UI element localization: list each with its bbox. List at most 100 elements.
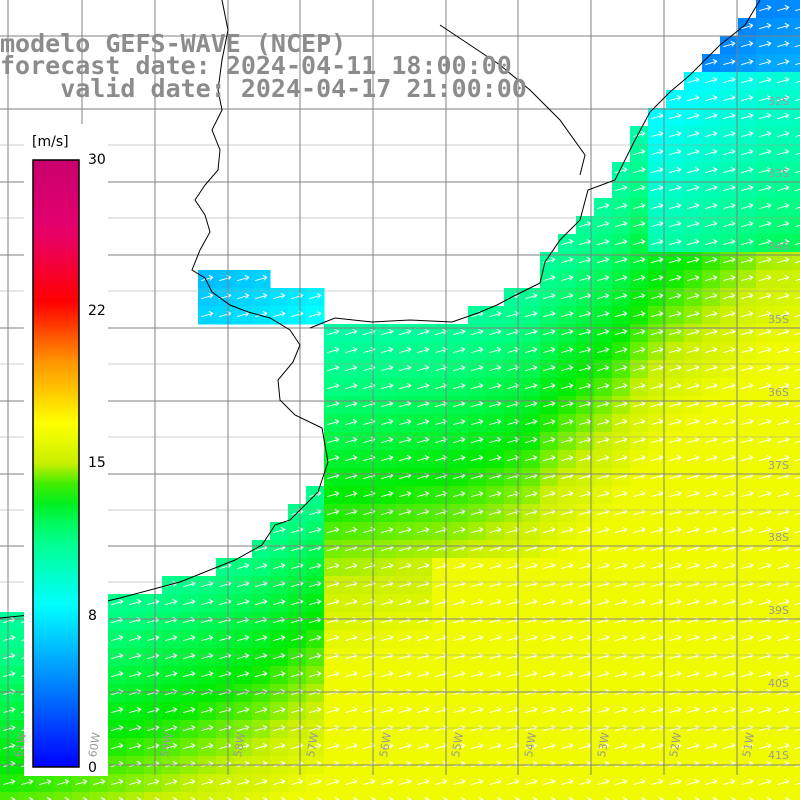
wind-cell	[792, 396, 800, 415]
wind-arrow	[705, 634, 718, 642]
wind-arrow	[777, 112, 790, 120]
wind-arrow	[687, 400, 700, 408]
wind-arrow	[633, 454, 646, 462]
wind-cell	[612, 792, 631, 800]
wind-arrow	[723, 202, 736, 210]
wind-cell	[792, 702, 800, 721]
wind-arrow	[741, 346, 754, 354]
wind-arrow	[201, 274, 214, 282]
wind-arrow	[615, 598, 628, 606]
wind-cell	[792, 36, 800, 55]
wind-arrow	[687, 328, 700, 336]
wind-arrow	[309, 292, 322, 300]
wind-arrow	[741, 670, 754, 678]
wind-arrow	[651, 382, 664, 390]
wind-arrow	[237, 634, 250, 642]
wind-arrow	[417, 364, 430, 372]
wind-arrow	[381, 364, 394, 372]
wind-arrow	[633, 382, 646, 390]
wind-arrow	[525, 598, 538, 606]
wind-arrow	[183, 598, 196, 606]
wind-arrow	[597, 490, 610, 498]
wind-arrow	[417, 418, 430, 426]
wind-arrow	[543, 562, 556, 570]
wind-arrow	[345, 454, 358, 462]
wind-arrow	[255, 634, 268, 642]
wind-arrow	[327, 346, 340, 354]
wind-arrow	[669, 400, 682, 408]
wind-arrow	[597, 220, 610, 228]
lat-label-38s: 38S	[768, 531, 789, 544]
wind-cell	[792, 378, 800, 397]
wind-arrow	[705, 310, 718, 318]
wind-arrow	[759, 562, 772, 570]
wind-arrow	[273, 742, 286, 750]
wind-arrow	[705, 418, 718, 426]
wind-arrow	[435, 328, 448, 336]
wind-arrow	[399, 454, 412, 462]
wind-arrow	[561, 274, 574, 282]
wind-arrow	[705, 346, 718, 354]
wind-arrow	[687, 436, 700, 444]
wind-cell	[792, 738, 800, 757]
wind-arrow	[669, 562, 682, 570]
wind-arrow	[453, 742, 466, 750]
wind-cell	[792, 414, 800, 433]
wind-cell	[720, 792, 739, 800]
wind-arrow	[741, 112, 754, 120]
wind-arrow	[345, 634, 358, 642]
wind-arrow	[723, 328, 736, 336]
wind-cell	[792, 180, 800, 199]
wind-arrow	[345, 778, 358, 786]
wind-arrow	[669, 382, 682, 390]
wind-arrow	[345, 382, 358, 390]
wind-arrow	[705, 742, 718, 750]
wind-arrow	[741, 400, 754, 408]
wind-arrow	[507, 382, 520, 390]
wind-arrow	[651, 400, 664, 408]
wind-arrow	[759, 94, 772, 102]
wind-arrow	[543, 382, 556, 390]
wind-arrow	[651, 706, 664, 714]
wind-arrow	[615, 526, 628, 534]
wind-cell	[0, 792, 19, 800]
wind-arrow	[795, 602, 800, 606]
wind-arrow	[777, 130, 790, 138]
wind-arrow	[633, 292, 646, 300]
wind-arrow	[597, 706, 610, 714]
wind-arrow	[669, 328, 682, 336]
wind-arrow	[597, 400, 610, 408]
wind-arrow	[723, 454, 736, 462]
wind-arrow	[3, 706, 16, 714]
wind-arrow	[111, 742, 124, 750]
wind-arrow	[255, 598, 268, 606]
wind-arrow	[633, 346, 646, 354]
wind-arrow	[435, 418, 448, 426]
wind-arrow	[759, 292, 772, 300]
wind-arrow	[381, 706, 394, 714]
wind-arrow	[489, 364, 502, 372]
wind-arrow	[525, 310, 538, 318]
wind-arrow	[327, 418, 340, 426]
lat-label-41s: 41S	[768, 749, 789, 762]
wind-arrow	[597, 436, 610, 444]
wind-arrow	[795, 134, 800, 138]
wind-arrow	[777, 58, 790, 66]
wind-arrow	[201, 706, 214, 714]
wind-arrow	[669, 310, 682, 318]
wind-arrow	[417, 706, 430, 714]
wind-cell	[792, 306, 800, 325]
wind-arrow	[687, 598, 700, 606]
wind-arrow	[597, 598, 610, 606]
wind-arrow	[399, 346, 412, 354]
wind-arrow	[345, 436, 358, 444]
wind-arrow	[471, 634, 484, 642]
wind-arrow	[525, 292, 538, 300]
wind-arrow	[165, 634, 178, 642]
wind-arrow	[597, 202, 610, 210]
wind-arrow	[399, 742, 412, 750]
wind-cell	[774, 792, 793, 800]
wind-arrow	[723, 148, 736, 156]
valid-date: valid date: 2024-04-17 21:00:00	[0, 74, 527, 103]
wind-cell	[666, 792, 685, 800]
